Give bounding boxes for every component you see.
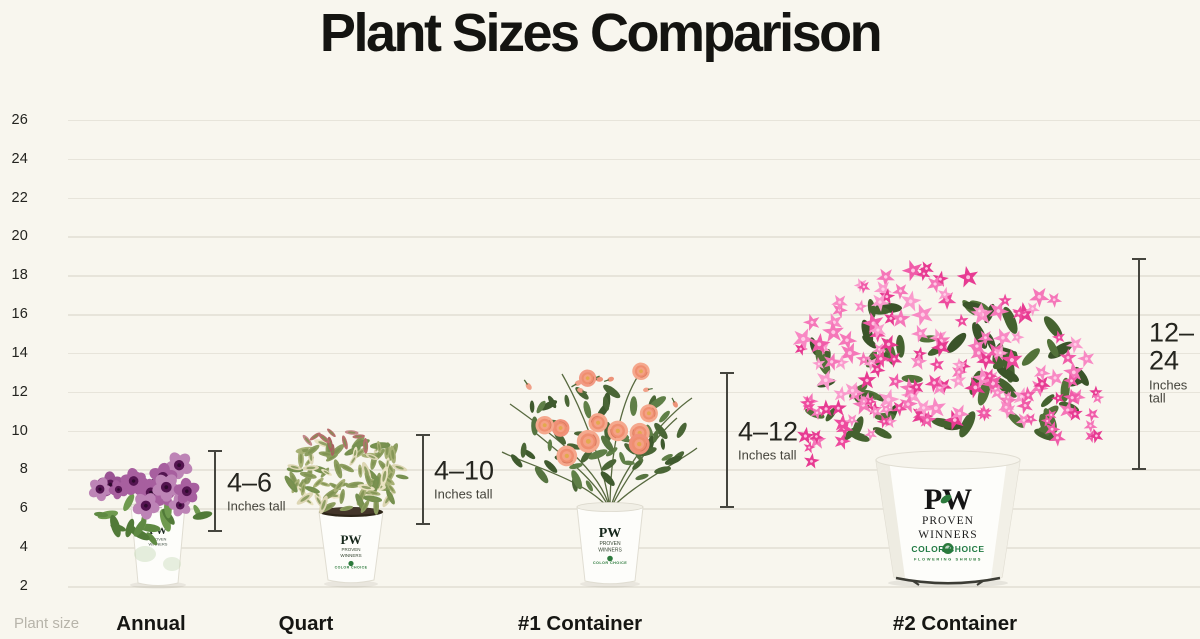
gridline [68,236,1200,238]
quart-pot: PW PROVEN WINNERS COLOR CHOICE [318,507,384,584]
container2-plant-image: PW PROVEN WINNERS COLOR CHOICE FLOWERING… [793,257,1108,588]
height-unit-label: Inches tall [1149,377,1188,406]
category-label-annual: Annual [116,612,186,635]
y-tick-label: 4 [19,539,28,556]
gridline [68,119,1200,122]
height-range-label: 4–12 [738,416,799,447]
container2-pot: PW PROVEN WINNERS COLOR CHOICE FLOWERING… [875,450,1021,586]
measure-line [720,372,734,508]
category-label-quart: Quart [278,612,334,635]
y-tick-label: 6 [19,500,28,517]
measure-line [1132,258,1146,470]
measure-line [208,450,222,532]
pot-line1: PROVEN [922,515,974,527]
gridline [68,586,1200,588]
pot-logo: PW [341,532,362,547]
pot-line1: PROVEN [150,537,167,542]
pot-line1: PROVEN [599,541,621,547]
container1-plant-image: PW PROVEN WINNERS COLOR CHOICE [501,360,698,588]
category-label-container2: #2 Container [892,612,1018,635]
y-tick-label: 8 [19,461,28,478]
quart-plant-image: PW PROVEN WINNERS COLOR CHOICE [283,427,409,588]
y-tick-label: 22 [11,189,28,206]
height-unit-label: Inches tall [227,498,286,514]
y-tick-label: 18 [11,267,28,284]
height-range-label: 12–24 [1149,317,1195,376]
pot-line1: PROVEN [341,547,360,552]
y-tick-label: 20 [11,228,28,245]
gridline [68,314,1200,316]
measure-line [416,434,430,525]
pot-line2: WINNERS [598,548,622,554]
pot-line2: WINNERS [340,553,361,558]
y-tick-label: 16 [11,306,28,323]
pot-line3: COLOR CHOICE [911,544,984,554]
pot-line3: COLOR CHOICE [593,561,627,565]
y-tick-label: 14 [11,344,28,361]
y-tick-label: 10 [11,422,28,439]
x-axis-title: Plant size [14,615,80,632]
y-tick-label: 26 [11,111,28,128]
y-tick-label: 24 [11,150,28,167]
height-unit-label: Inches tall [434,486,493,502]
category-label-container1: #1 Container [517,612,643,635]
gridline [68,469,1200,471]
y-tick-label: 2 [19,578,28,594]
pot-logo: PW [599,526,622,541]
gridline [68,158,1200,161]
gridline [68,197,1200,200]
pot-line2: WINNERS [149,542,168,547]
pot-line3: COLOR CHOICE [335,566,368,570]
chart-title: Plant Sizes Comparison [319,3,883,63]
gridline [68,391,1200,394]
gridline [68,352,1200,355]
y-tick-label: 12 [11,383,28,400]
annual-plant-image: PW PROVEN WINNERS PW [85,446,214,589]
height-range-label: 4–6 [227,467,273,498]
height-unit-label: Inches tall [738,447,797,463]
gridline [68,275,1200,277]
pot-line4: FLOWERING SHRUBS [914,557,982,562]
container1-pot: PW PROVEN WINNERS COLOR CHOICE [576,502,644,585]
height-range-label: 4–10 [434,455,495,486]
pot-line2: WINNERS [918,529,977,541]
